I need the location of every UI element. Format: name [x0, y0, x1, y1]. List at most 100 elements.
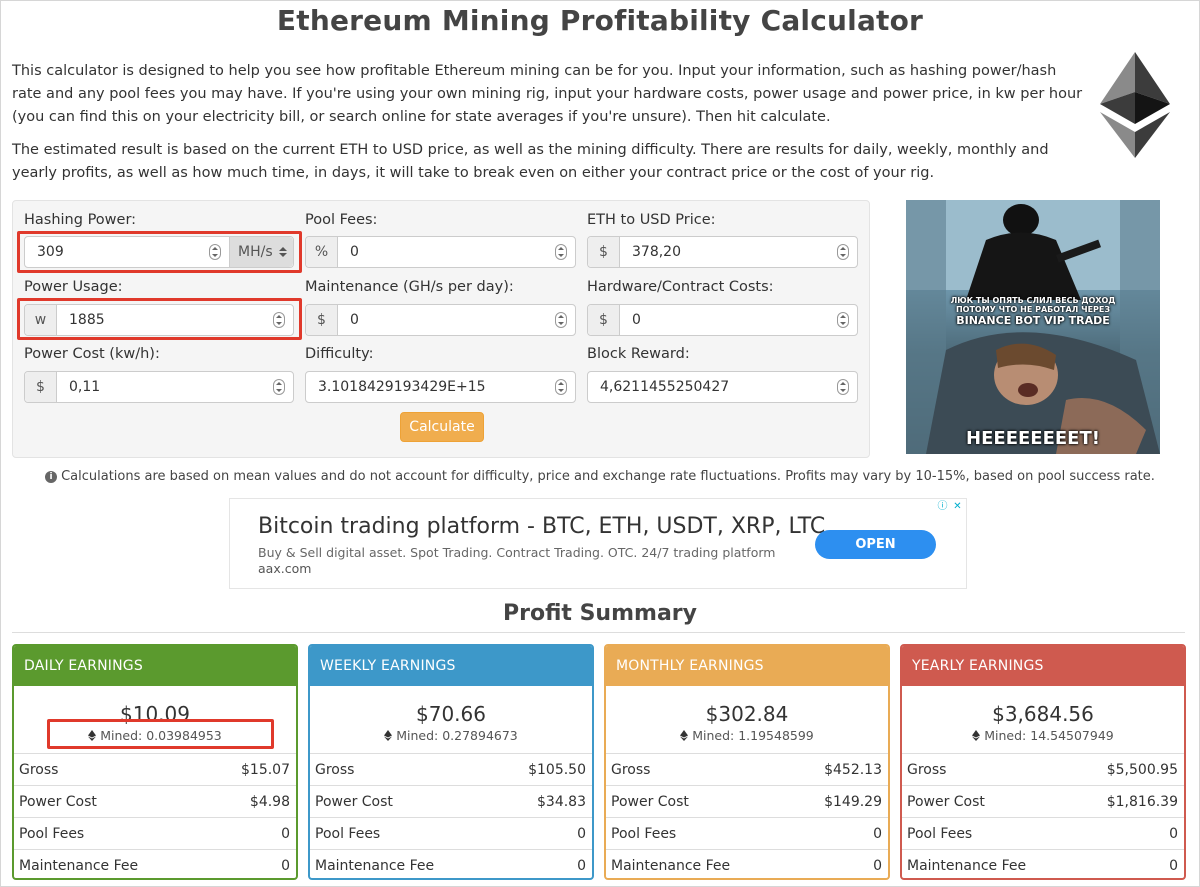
- maintenance-label: Maintenance (GH/s per day):: [305, 279, 514, 295]
- row-label: Power Cost: [907, 793, 985, 810]
- ad-title[interactable]: Bitcoin trading platform - BTC, ETH, USD…: [258, 514, 826, 539]
- pool-fees-input-group: % 0: [305, 236, 576, 268]
- meme-image[interactable]: ЛЮК ТЫ ОПЯТЬ СЛИЛ ВЕСЬ ДОХОД ПОТОМУ ЧТО …: [906, 200, 1160, 454]
- hardware-costs-label: Hardware/Contract Costs:: [587, 279, 774, 295]
- earnings-amount: $302.84: [705, 702, 789, 726]
- breakdown-row-pool-fees: Pool Fees 0: [902, 817, 1184, 849]
- ad-info-icon[interactable]: ⓘ: [937, 501, 948, 512]
- yearly-earnings-card: YEARLY EARNINGS $3,684.56 Mined: 14.545079…: [900, 644, 1186, 880]
- block-reward-spinner-icon[interactable]: [837, 379, 849, 395]
- mined-amount: Mined: 0.27894673: [310, 728, 592, 746]
- power-usage-input[interactable]: 1885: [69, 312, 105, 328]
- card-header: MONTHLY EARNINGS: [606, 646, 888, 686]
- hashing-unit-select[interactable]: MH/s: [229, 237, 293, 267]
- percent-addon: %: [306, 237, 338, 267]
- dollar-addon: $: [588, 305, 620, 335]
- row-label: Gross: [907, 761, 947, 778]
- hardware-costs-input-group: $ 0: [587, 304, 858, 336]
- row-value: 0: [577, 857, 586, 874]
- dollar-addon: $: [588, 237, 620, 267]
- ad-description: Buy & Sell digital asset. Spot Trading. …: [258, 545, 776, 560]
- mined-value: Mined: 0.27894673: [396, 728, 518, 743]
- breakdown-row-gross: Gross $15.07: [14, 753, 296, 785]
- row-label: Pool Fees: [907, 825, 973, 842]
- eth-usd-spinner-icon[interactable]: [837, 244, 849, 260]
- info-icon: i: [45, 470, 58, 483]
- row-value: $15.07: [241, 761, 290, 778]
- row-label: Pool Fees: [19, 825, 85, 842]
- ad-url[interactable]: aax.com: [258, 561, 312, 576]
- breakdown-row-power-cost: Power Cost $1,816.39: [902, 785, 1184, 817]
- power-cost-input-group: $ 0,11: [24, 371, 294, 403]
- breakdown-row-maintenance: Maintenance Fee 0: [902, 849, 1184, 878]
- divider: [12, 632, 1185, 633]
- row-value: 0: [1169, 825, 1178, 842]
- difficulty-label: Difficulty:: [305, 346, 374, 362]
- row-label: Maintenance Fee: [315, 857, 435, 874]
- weekly-earnings-card: WEEKLY EARNINGS $70.66 Mined: 0.27894673 Gr…: [308, 644, 594, 880]
- earnings-breakdown: Gross $5,500.95 Power Cost $1,816.39 Pool Fe…: [902, 753, 1184, 878]
- power-cost-input[interactable]: 0,11: [69, 379, 101, 395]
- hardware-costs-spinner-icon[interactable]: [837, 312, 849, 328]
- card-header: WEEKLY EARNINGS: [310, 646, 592, 686]
- row-label: Gross: [19, 761, 59, 778]
- meme-caption-bottom: HEEEEEEEET!: [966, 428, 1100, 449]
- breakdown-row-gross: Gross $5,500.95: [902, 753, 1184, 785]
- breakdown-row-gross: Gross $105.50: [310, 753, 592, 785]
- hashing-unit-value: MH/s: [238, 244, 273, 260]
- hardware-costs-input[interactable]: 0: [632, 312, 641, 328]
- row-value: 0: [1169, 857, 1178, 874]
- block-reward-input[interactable]: 4,6211455250427: [600, 379, 730, 395]
- row-value: 0: [577, 825, 586, 842]
- row-label: Maintenance Fee: [19, 857, 139, 874]
- ethereum-logo-icon: [1100, 52, 1170, 158]
- earnings-breakdown: Gross $105.50 Power Cost $34.83 Pool Fees 0 Ma…: [310, 753, 592, 878]
- calculate-button[interactable]: Calculate: [400, 412, 484, 442]
- intro-paragraph-2: The estimated result is based on the cur…: [12, 142, 1049, 181]
- power-usage-label: Power Usage:: [24, 279, 123, 295]
- block-reward-input-group: 4,6211455250427: [587, 371, 858, 403]
- row-value: 0: [873, 825, 882, 842]
- power-cost-spinner-icon[interactable]: [273, 379, 285, 395]
- pool-fees-input[interactable]: 0: [350, 244, 359, 260]
- pool-fees-spinner-icon[interactable]: [555, 244, 567, 260]
- ethereum-icon: [88, 730, 97, 741]
- ad-close-icon[interactable]: ✕: [953, 501, 962, 512]
- row-label: Pool Fees: [315, 825, 381, 842]
- row-label: Gross: [315, 761, 355, 778]
- breakdown-row-power-cost: Power Cost $34.83: [310, 785, 592, 817]
- difficulty-input[interactable]: 3.1018429193429E+15: [318, 379, 486, 395]
- calculation-note-text: Calculations are based on mean values an…: [61, 469, 1155, 484]
- row-value: $5,500.95: [1106, 761, 1178, 778]
- row-label: Power Cost: [315, 793, 393, 810]
- difficulty-spinner-icon[interactable]: [555, 379, 567, 395]
- ad-open-button[interactable]: OPEN: [815, 530, 936, 559]
- mined-value: Mined: 0.03984953: [100, 728, 222, 743]
- row-label: Power Cost: [611, 793, 689, 810]
- hashing-power-input[interactable]: 309: [37, 244, 64, 260]
- power-usage-spinner-icon[interactable]: [273, 312, 285, 328]
- block-reward-label: Block Reward:: [587, 346, 690, 362]
- hashing-power-input-group: 309 MH/s: [24, 236, 294, 268]
- mined-amount: Mined: 0.03984953: [14, 728, 296, 746]
- row-label: Power Cost: [19, 793, 97, 810]
- eth-usd-label: ETH to USD Price:: [587, 212, 716, 228]
- ad-banner[interactable]: Bitcoin trading platform - BTC, ETH, USD…: [229, 498, 967, 589]
- eth-usd-input[interactable]: 378,20: [632, 244, 681, 260]
- daily-earnings-card: DAILY EARNINGS $10.09 Mined: 0.03984953 Gro…: [12, 644, 298, 880]
- page-title: Ethereum Mining Profitability Calculator: [276, 4, 924, 37]
- profit-summary-title: Profit Summary: [503, 601, 697, 626]
- row-value: $4.98: [249, 793, 290, 810]
- row-value: 0: [281, 825, 290, 842]
- card-header: YEARLY EARNINGS: [902, 646, 1184, 686]
- maintenance-input[interactable]: 0: [350, 312, 359, 328]
- row-label: Gross: [611, 761, 651, 778]
- earnings-breakdown: Gross $15.07 Power Cost $4.98 Pool Fees 0 Main…: [14, 753, 296, 878]
- breakdown-row-maintenance: Maintenance Fee 0: [310, 849, 592, 878]
- maintenance-spinner-icon[interactable]: [555, 312, 567, 328]
- hashing-power-label: Hashing Power:: [24, 212, 137, 228]
- ethereum-icon: [680, 730, 689, 741]
- hashing-power-spinner-icon[interactable]: [209, 244, 221, 260]
- breakdown-row-pool-fees: Pool Fees 0: [606, 817, 888, 849]
- row-value: $452.13: [824, 761, 882, 778]
